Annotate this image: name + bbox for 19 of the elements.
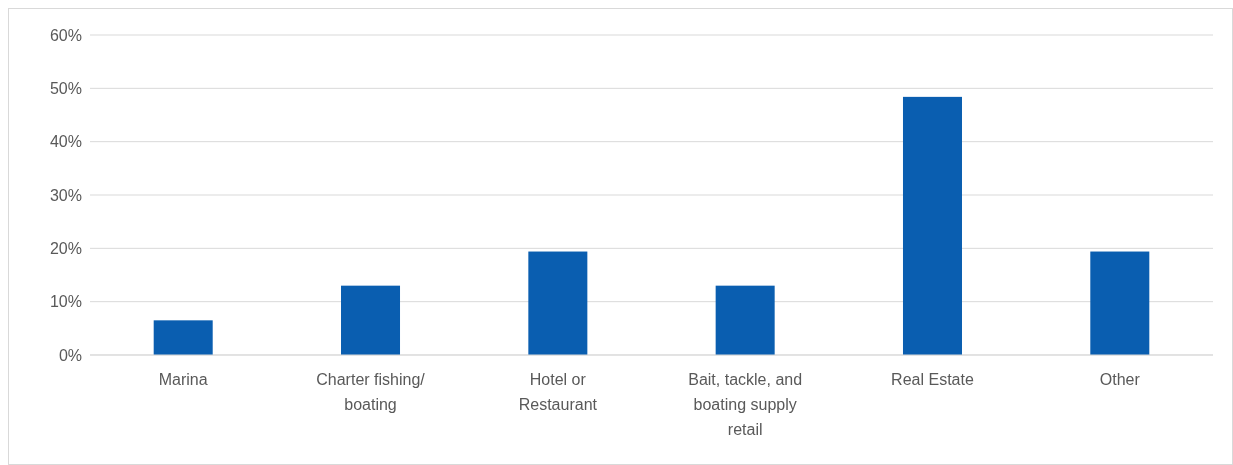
bar xyxy=(715,285,775,355)
y-tick-label: 10% xyxy=(49,293,82,311)
x-tick-label: Hotel or Restaurant xyxy=(518,371,598,413)
x-tick-label: Charter fishing/ boating xyxy=(316,371,426,413)
y-tick-label: 30% xyxy=(49,186,82,204)
x-tick-label: Bait, tackle, and boating supply retail xyxy=(688,371,803,438)
x-tick-label: Other xyxy=(1099,371,1141,388)
bar xyxy=(528,251,588,355)
bar xyxy=(153,320,213,355)
bar xyxy=(341,285,401,355)
bar xyxy=(902,96,962,355)
y-tick-label: 0% xyxy=(58,346,82,364)
bar xyxy=(1090,251,1150,355)
x-tick-label: Real Estate xyxy=(891,371,974,388)
y-tick-label: 60% xyxy=(49,26,82,44)
y-tick-label: 40% xyxy=(49,133,82,151)
y-tick-label: 50% xyxy=(49,79,82,97)
y-tick-label: 20% xyxy=(49,239,82,257)
x-tick-label: Marina xyxy=(158,371,208,388)
